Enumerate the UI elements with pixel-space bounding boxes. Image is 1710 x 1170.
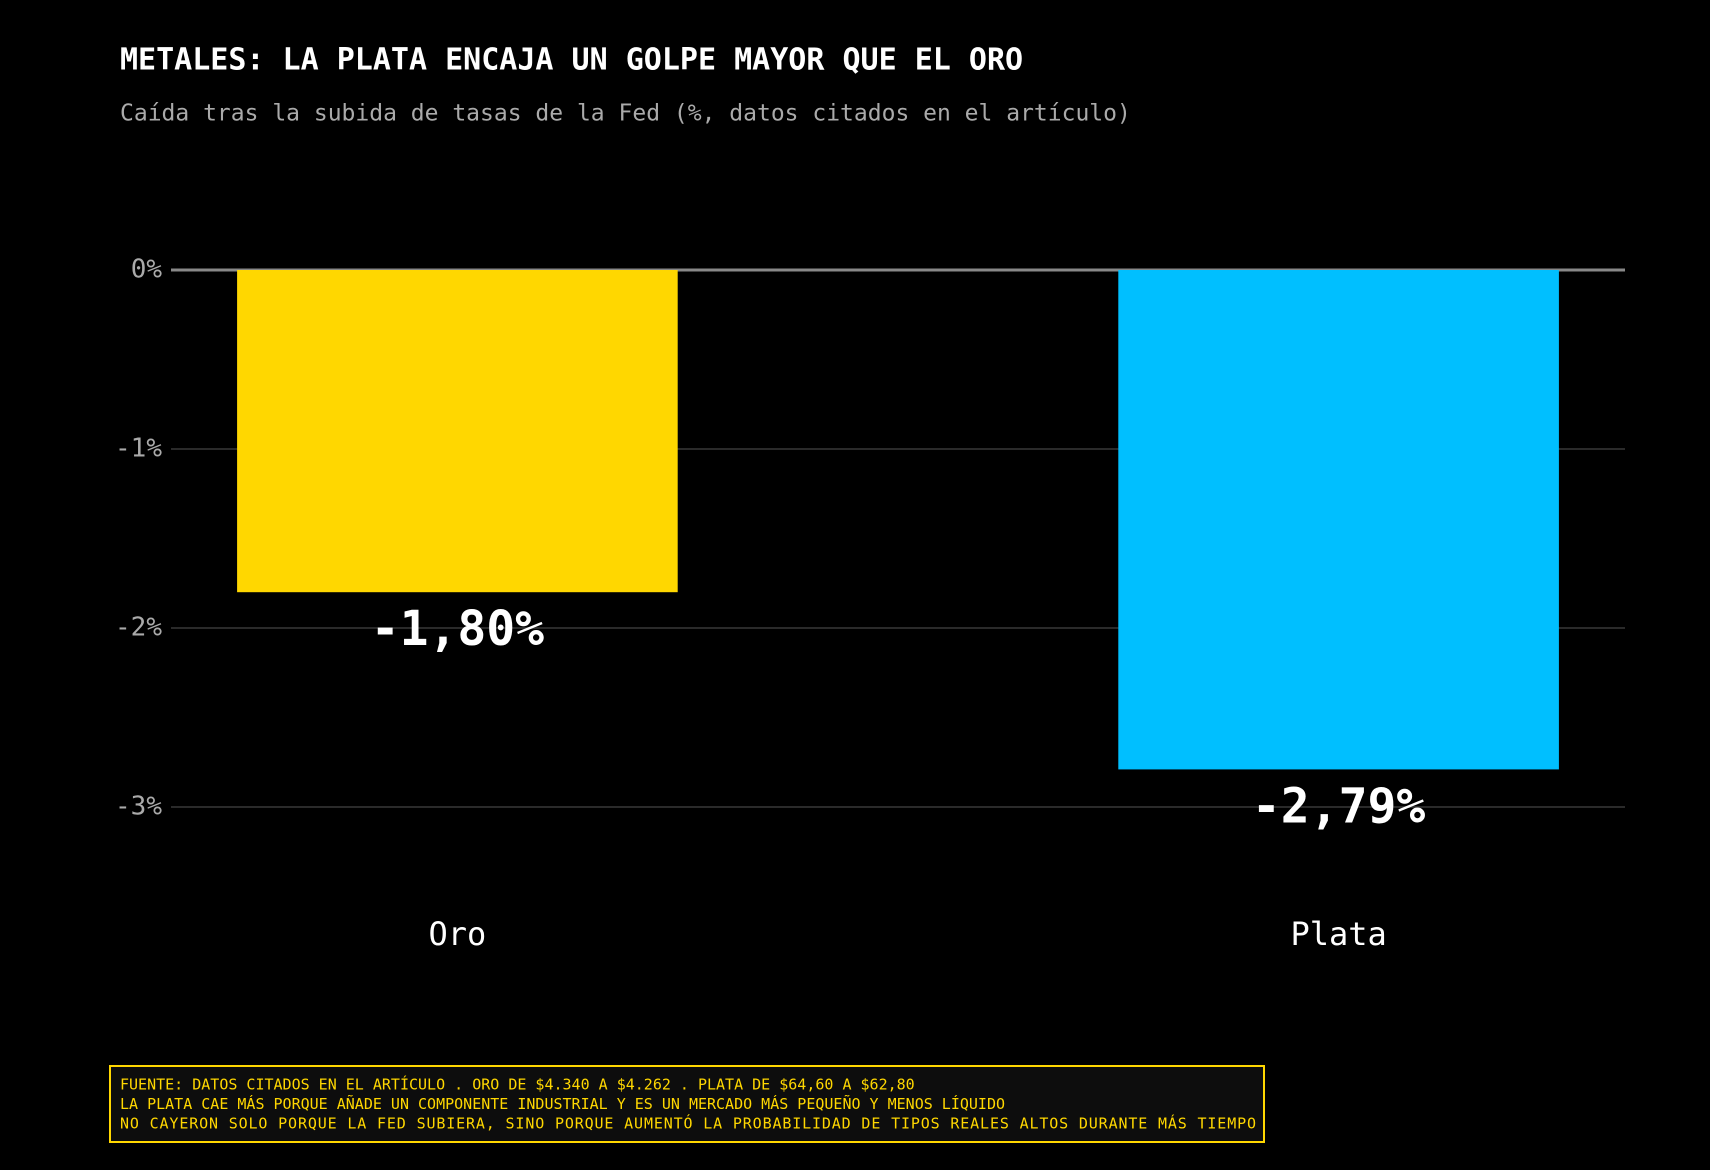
value-label: -2,79% [1252,778,1425,834]
x-tick-label: Plata [1290,915,1386,953]
y-tick-label: -3% [115,792,162,822]
value-label: -1,80% [371,601,544,657]
chart-title: METALES: LA PLATA ENCAJA UN GOLPE MAYOR … [120,43,1023,78]
chart-subtitle: Caída tras la subida de tasas de la Fed … [120,101,1131,127]
bar [237,270,678,593]
y-tick-label: 0% [131,255,163,285]
note: FUENTE: DATOS CITADOS EN EL ARTÍCULO . O… [120,1075,915,1094]
note: LA PLATA CAE MÁS PORQUE AÑADE UN COMPONE… [120,1094,1005,1113]
notes-box [109,1065,1265,1143]
bar [1118,270,1559,770]
note: NO CAYERON SOLO PORQUE LA FED SUBIERA, S… [120,1114,1256,1133]
y-tick-label: -2% [115,613,162,643]
y-tick-label: -1% [115,434,162,464]
x-tick-label: Oro [428,915,486,953]
